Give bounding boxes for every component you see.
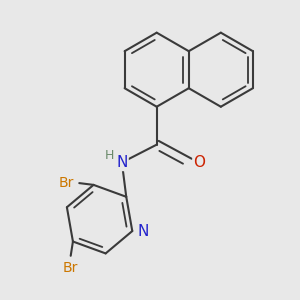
Text: N: N: [116, 155, 128, 170]
Text: N: N: [138, 224, 149, 238]
Text: H: H: [105, 149, 114, 162]
Text: Br: Br: [63, 261, 78, 275]
Text: O: O: [194, 155, 206, 170]
Text: Br: Br: [59, 176, 74, 190]
